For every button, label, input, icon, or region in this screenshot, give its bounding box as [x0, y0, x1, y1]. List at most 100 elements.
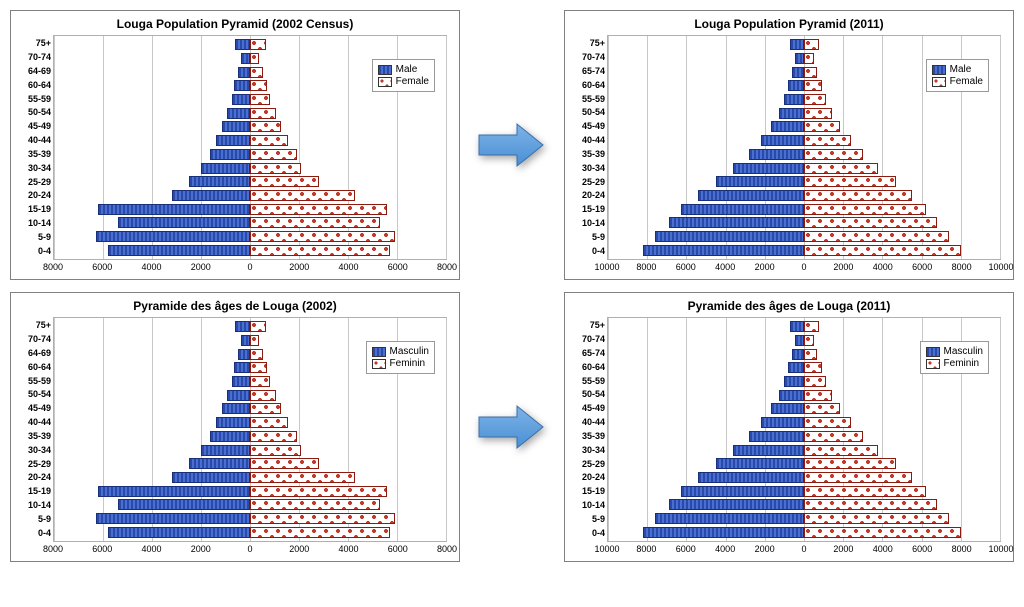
bar-female	[804, 445, 878, 456]
bar-female	[804, 80, 822, 91]
bar-male	[733, 163, 804, 174]
bar-row	[54, 458, 446, 469]
y-tick-label: 60-64	[17, 362, 51, 373]
bar-row	[54, 135, 446, 146]
bar-male	[784, 94, 804, 105]
bar-row	[54, 403, 446, 414]
bar-male	[771, 403, 804, 414]
bar-row	[54, 376, 446, 387]
bar-male	[172, 190, 250, 201]
y-axis-labels: 0-45-910-1415-1920-2425-2930-3435-3940-4…	[571, 317, 605, 542]
arrow-cell	[472, 120, 552, 170]
legend: Masculin Feminin	[920, 341, 989, 374]
bar-female	[250, 67, 263, 78]
y-tick-label: 70-74	[17, 334, 51, 345]
bar-row	[54, 527, 446, 538]
bar-female	[250, 417, 288, 428]
legend-female: Feminin	[926, 358, 983, 369]
bar-row	[608, 458, 1000, 469]
chart-fr-2011: Pyramide des âges de Louga (2011) 0-45-9…	[564, 292, 1014, 562]
bar-female	[804, 376, 826, 387]
bar-female	[250, 204, 387, 215]
x-tick-label: 8000	[43, 262, 63, 272]
y-tick-label: 35-39	[17, 431, 51, 442]
male-swatch-icon	[372, 347, 386, 357]
bar-male	[227, 390, 250, 401]
bar-male	[232, 94, 250, 105]
bar-male	[234, 80, 250, 91]
y-tick-label: 55-59	[571, 376, 605, 387]
y-tick-label: 45-49	[17, 403, 51, 414]
bar-male	[779, 108, 804, 119]
bar-female	[250, 335, 259, 346]
bar-female	[804, 39, 819, 50]
legend-male-label: Male	[396, 64, 418, 75]
y-tick-label: 50-54	[571, 107, 605, 118]
bar-male	[733, 445, 804, 456]
bar-male	[98, 486, 250, 497]
y-tick-label: 5-9	[571, 232, 605, 243]
y-tick-label: 20-24	[571, 472, 605, 483]
bar-male	[681, 204, 804, 215]
bar-female	[804, 135, 851, 146]
legend-male: Male	[378, 64, 429, 75]
x-axis: 1000080006000400020000200040006000800010…	[607, 544, 1001, 560]
y-tick-label: 10-14	[571, 218, 605, 229]
bar-male	[655, 513, 804, 524]
bar-female	[804, 431, 863, 442]
bar-row	[608, 472, 1000, 483]
bar-female	[250, 486, 387, 497]
bar-female	[250, 245, 390, 256]
bar-row	[608, 376, 1000, 387]
bar-row	[608, 321, 1000, 332]
bar-row	[608, 94, 1000, 105]
bar-male	[761, 417, 804, 428]
x-axis: 1000080006000400020000200040006000800010…	[607, 262, 1001, 278]
bar-row	[54, 321, 446, 332]
bar-female	[250, 403, 281, 414]
bar-female	[804, 499, 937, 510]
y-tick-label: 65-74	[571, 66, 605, 77]
bar-male	[108, 245, 250, 256]
bar-row	[54, 245, 446, 256]
bar-female	[250, 121, 281, 132]
bar-female	[804, 245, 961, 256]
y-tick-label: 10-14	[571, 500, 605, 511]
x-tick-label: 8000	[43, 544, 63, 554]
bar-male	[108, 527, 250, 538]
bar-row	[54, 472, 446, 483]
y-tick-label: 40-44	[17, 135, 51, 146]
bar-row	[54, 204, 446, 215]
x-tick-label: 4000	[141, 544, 161, 554]
y-tick-label: 60-64	[571, 80, 605, 91]
bar-male	[96, 513, 250, 524]
y-tick-label: 55-59	[17, 376, 51, 387]
x-tick-label: 4000	[338, 262, 358, 272]
legend-female: Female	[378, 76, 429, 87]
bar-row	[54, 445, 446, 456]
bar-row	[608, 217, 1000, 228]
legend-male-label: Male	[950, 64, 972, 75]
bar-female	[804, 458, 896, 469]
bar-row	[608, 176, 1000, 187]
y-tick-label: 35-39	[17, 149, 51, 160]
x-tick-label: 6000	[912, 262, 932, 272]
bar-male	[788, 362, 804, 373]
y-tick-label: 45-49	[571, 121, 605, 132]
legend-male: Male	[932, 64, 983, 75]
x-tick-label: 0	[247, 544, 252, 554]
bar-male	[749, 431, 804, 442]
y-tick-label: 5-9	[571, 514, 605, 525]
y-axis-labels: 0-45-910-1415-1920-2425-2930-3435-3940-4…	[17, 35, 51, 260]
bar-male	[216, 417, 250, 428]
x-tick-label: 0	[801, 544, 806, 554]
bar-row	[54, 499, 446, 510]
bar-female	[250, 108, 276, 119]
bar-female	[250, 431, 297, 442]
bar-male	[792, 67, 804, 78]
y-tick-label: 25-29	[17, 459, 51, 470]
bar-male	[790, 321, 804, 332]
male-swatch-icon	[926, 347, 940, 357]
bar-female	[250, 445, 301, 456]
y-tick-label: 50-54	[571, 389, 605, 400]
